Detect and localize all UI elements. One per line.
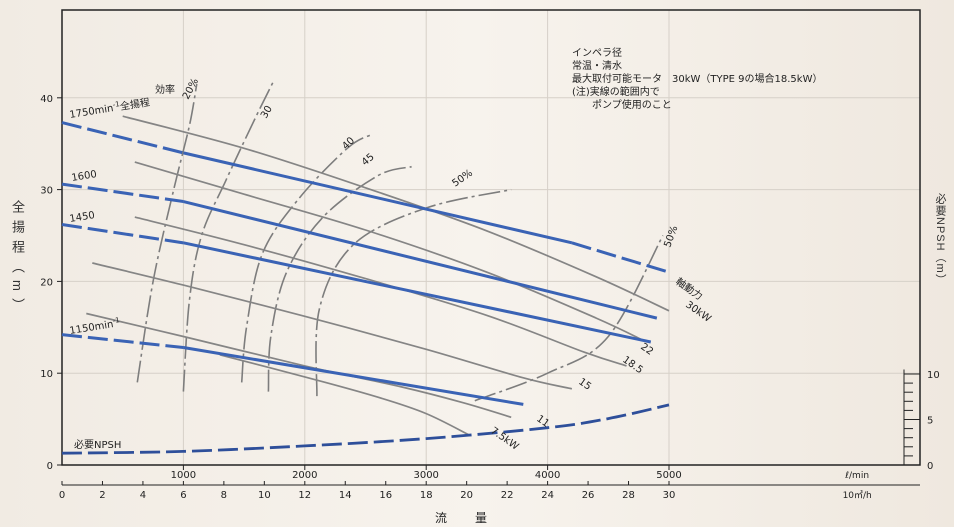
efficiency-label: 効率 [155, 83, 175, 96]
head-curve-dashed [571, 241, 670, 274]
y-tick-label: 40 [40, 94, 53, 105]
x-tick-label-bottom: 2 [99, 490, 105, 501]
note-line: インペラ径 [572, 46, 622, 59]
grid [62, 10, 920, 465]
npsh-tick-label: 0 [927, 461, 933, 472]
note-line: 常温・清水 [572, 59, 622, 72]
x-tick-label-bottom: 24 [541, 490, 554, 501]
note-line: (注)実線の範囲内で [572, 85, 660, 98]
x-tick-label-bottom: 18 [420, 490, 433, 501]
x-tick-label-top: 1000 [171, 470, 196, 481]
x-tick-label-bottom: 10 [258, 490, 271, 501]
x-tick-label-bottom: 14 [339, 490, 352, 501]
efficiency-curve [182, 79, 276, 392]
head-curve-dashed [61, 333, 184, 349]
npsh-curve [61, 403, 670, 455]
y-axis-label-right: 必要NPSH（m） [934, 193, 946, 286]
efficiency-curve [474, 235, 664, 402]
x-tick-label-bottom: 8 [221, 490, 227, 501]
x-tick-label-bottom: 22 [501, 490, 514, 501]
head-curve-label-sup: -1 [112, 100, 120, 109]
npsh-tick-label: 5 [927, 416, 933, 427]
efficiency-curve [240, 133, 372, 383]
x-tick-label-bottom: 28 [622, 490, 635, 501]
shaft-power-curve [92, 262, 573, 390]
axes [57, 9, 921, 486]
head-curve [183, 346, 524, 406]
x-tick-label-bottom: 16 [379, 490, 392, 501]
shaft-power-curve [134, 161, 646, 342]
x-tick-label-top: 4000 [535, 470, 560, 481]
x-tick-label-bottom: 6 [180, 490, 186, 501]
x-tick-label-bottom: 4 [140, 490, 146, 501]
x-tick-label-top: 2000 [292, 470, 317, 481]
note-line: 最大取付可能モータ 30kW（TYPE 9の場合18.5kW） [572, 72, 822, 85]
head-curve-label: 1600 [71, 169, 98, 184]
shaft-power-curve [219, 353, 470, 436]
head-curve [183, 241, 652, 344]
head-curve [183, 151, 573, 245]
x-tick-label-top: 3000 [413, 470, 438, 481]
x-unit-top: ℓ/min [844, 471, 869, 481]
x-tick-label-bottom: 30 [663, 490, 676, 501]
x-unit-bottom: 10㎥/h [843, 490, 872, 501]
y-tick-label: 30 [40, 186, 53, 197]
x-axis-label: 流量 [435, 511, 515, 525]
x-tick-label-top: 5000 [656, 470, 681, 481]
x-tick-label-bottom: 12 [298, 490, 311, 501]
x-tick-label-bottom: 20 [460, 490, 473, 501]
efficiency-curve [136, 83, 198, 383]
head-curve [183, 200, 658, 320]
head-curve-label: 1450 [69, 210, 96, 225]
y-tick-label: 0 [47, 461, 53, 472]
efficiency-curve [267, 165, 412, 392]
plot-frame [61, 9, 921, 466]
head-curve-label-sup: -1 [112, 316, 120, 325]
note-line: ポンプ使用のこと [572, 98, 672, 111]
y-tick-label: 20 [40, 277, 53, 288]
head-curve-dashed [61, 223, 184, 245]
x-tick-label-bottom: 26 [582, 490, 595, 501]
shaft-power-curve [122, 115, 670, 312]
x-tick-label-bottom: 0 [59, 490, 65, 501]
y-tick-label: 10 [40, 369, 53, 380]
efficiency-curve [315, 188, 512, 397]
npsh-curve-label: 必要NPSH [74, 438, 121, 451]
y-axis-label-left: 全揚程（m） [10, 200, 25, 318]
head-curve-dashed [61, 182, 184, 204]
npsh-tick-label: 10 [927, 370, 940, 381]
curves [61, 79, 670, 455]
head-curve-dashed [61, 121, 184, 155]
